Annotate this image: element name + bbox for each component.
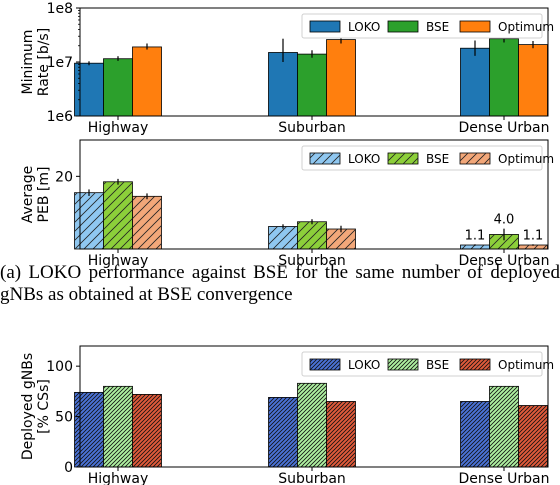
legend-swatch-loko — [309, 20, 341, 33]
legend-swatch-hatch — [388, 153, 418, 164]
legend-label-loko: LOKO — [348, 152, 380, 166]
legend-swatch-hatch — [460, 359, 490, 370]
x-tick-label: Suburban — [278, 120, 346, 136]
y-axis-label: MinimumRate [b/s] — [20, 28, 52, 96]
x-tick-label: Dense Urban — [459, 471, 550, 485]
bar-hatch — [268, 397, 298, 467]
bar-hatch — [326, 229, 356, 249]
legend-label-optimum: Optimum — [498, 152, 554, 166]
y-axis-label: AveragePEB [m] — [20, 166, 52, 224]
bar-bse-suburban — [297, 53, 327, 117]
legend-label-optimum: Optimum — [498, 20, 554, 34]
y-tick-label: 1e6 — [47, 109, 74, 125]
data-label: 1.1 — [523, 228, 544, 243]
plot-frame — [79, 139, 549, 250]
y-axis-label-line: PEB [m] — [36, 167, 52, 223]
legend-label-bse: BSE — [426, 152, 449, 166]
bar-loko-highway — [74, 62, 104, 117]
legend-label-bse: BSE — [426, 20, 449, 34]
chart-panel-2: 1.1 4.0 1.1 20 Highway Suburban Dense Urban Ave… — [20, 139, 554, 269]
legend-swatch-hatch — [310, 153, 340, 164]
y-axis-label-line: Minimum — [20, 30, 36, 95]
data-label: 4.0 — [494, 213, 515, 228]
x-tick-label: Dense Urban — [459, 253, 550, 269]
legend-swatch-hatch — [388, 359, 418, 370]
chart-panel-3: 0 50 100 Highway Suburban Dense Urban Deployed… — [20, 345, 554, 485]
legend-label-loko: LOKO — [348, 20, 380, 34]
legend-swatch-hatch — [310, 359, 340, 370]
legend-swatch-bse — [387, 20, 419, 33]
bar-hatch — [489, 234, 519, 249]
legend-swatch-hatch — [460, 153, 490, 164]
bar-bse-highway — [103, 58, 133, 117]
y-axis-label: Deployed gNBs[% CSs] — [20, 353, 52, 460]
bar-optimum-dense-urban — [518, 44, 548, 117]
bar-bse-dense-urban — [489, 38, 519, 117]
x-tick-label: Highway — [88, 471, 149, 485]
bar-hatch — [103, 181, 133, 249]
bar-hatch — [74, 192, 104, 249]
bar-hatch — [518, 245, 548, 249]
y-axis-label-line: [% CSs] — [36, 379, 52, 434]
legend-swatch-optimum — [459, 20, 491, 33]
chart-panel-1: 1e6 1e7 1e8 Highway Suburban Dense Urban Minim… — [20, 1, 554, 136]
bar-hatch — [326, 401, 356, 467]
bar-hatch — [74, 392, 104, 467]
x-tick-label: Highway — [88, 120, 149, 136]
y-axis-label-line: Average — [20, 166, 36, 224]
y-tick-label: 100 — [46, 359, 73, 375]
y-tick-label: 50 — [55, 410, 73, 426]
legend-label-loko: LOKO — [348, 358, 380, 372]
bar-loko-dense-urban — [460, 47, 490, 117]
x-tick-label: Suburban — [278, 253, 346, 269]
bar-loko-suburban — [268, 52, 298, 117]
bar-hatch — [132, 196, 162, 249]
y-tick-label: 0 — [64, 460, 73, 476]
plot-frame — [79, 345, 549, 468]
y-tick-label: 1e7 — [47, 55, 73, 71]
x-tick-label: Highway — [88, 253, 149, 269]
bar-hatch — [518, 405, 548, 467]
data-label: 1.1 — [465, 228, 486, 243]
bar-hatch — [489, 386, 519, 467]
bar-hatch — [297, 221, 327, 249]
y-tick-label: 1e8 — [47, 1, 73, 17]
bar-hatch — [103, 386, 133, 467]
legend-label-bse: BSE — [426, 358, 449, 372]
y-axis-label-line: Deployed gNBs — [20, 353, 36, 460]
x-tick-label: Dense Urban — [459, 120, 550, 136]
bar-optimum-highway — [132, 46, 162, 117]
figure-caption: (a) LOKO performance against BSE for the… — [0, 262, 560, 305]
bar-hatch — [132, 394, 162, 467]
legend-label-optimum: Optimum — [498, 358, 554, 372]
bar-optimum-suburban — [326, 39, 356, 117]
y-tick-label: 20 — [55, 169, 73, 185]
bar-hatch — [268, 226, 298, 249]
x-tick-label: Suburban — [278, 471, 346, 485]
y-axis-label-line: Rate [b/s] — [36, 28, 52, 96]
bar-hatch — [297, 383, 327, 467]
bar-hatch — [460, 245, 490, 249]
bar-hatch — [460, 401, 490, 467]
